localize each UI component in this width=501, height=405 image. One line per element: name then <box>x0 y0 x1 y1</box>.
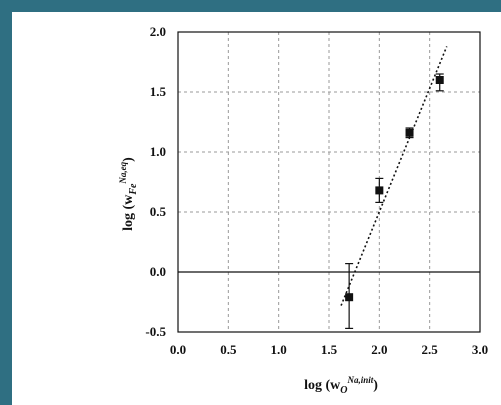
x-tick-label: 0.0 <box>170 342 186 357</box>
chart: 0.0 0.5 1.0 1.5 2.0 2.5 3.0 -0.5 0.0 0.5 1.0 1.5 2.… <box>118 24 488 396</box>
x-tick-labels: 0.0 0.5 1.0 1.5 2.0 2.5 3.0 <box>170 342 488 357</box>
x-tick-label: 2.0 <box>371 342 387 357</box>
y-tick-label: 1.0 <box>150 144 166 159</box>
x-tick-label: 2.5 <box>422 342 439 357</box>
x-tick-label: 1.0 <box>271 342 287 357</box>
trendline <box>340 46 448 306</box>
x-tick-label: 1.5 <box>321 342 338 357</box>
data-point <box>345 263 354 329</box>
plot-frame <box>177 31 481 333</box>
plot-area <box>177 31 481 333</box>
data-point <box>405 127 414 139</box>
figure-panel: 0.0 0.5 1.0 1.5 2.0 2.5 3.0 -0.5 0.0 0.5 1.0 1.5 2.… <box>12 12 501 405</box>
grid <box>177 31 481 333</box>
y-tick-label: 0.5 <box>150 204 167 219</box>
y-tick-label: 1.5 <box>150 84 167 99</box>
data-point <box>375 177 384 203</box>
x-tick-label: 3.0 <box>472 342 488 357</box>
y-tick-label: 2.0 <box>150 24 166 39</box>
y-tick-label: -0.5 <box>145 324 166 339</box>
trend-line <box>340 46 448 306</box>
data-marker <box>345 293 354 302</box>
data-points <box>345 73 444 329</box>
data-marker <box>405 128 414 137</box>
x-axis-title: log (wONa,init) <box>304 375 378 396</box>
y-tick-labels: -0.5 0.0 0.5 1.0 1.5 2.0 <box>145 24 166 339</box>
x-tick-label: 0.5 <box>220 342 237 357</box>
y-tick-label: 0.0 <box>150 264 166 279</box>
data-marker <box>375 186 384 195</box>
y-axis-title: log (wFeNa,eq) <box>118 157 139 231</box>
data-marker <box>435 76 444 84</box>
data-point <box>435 73 444 92</box>
